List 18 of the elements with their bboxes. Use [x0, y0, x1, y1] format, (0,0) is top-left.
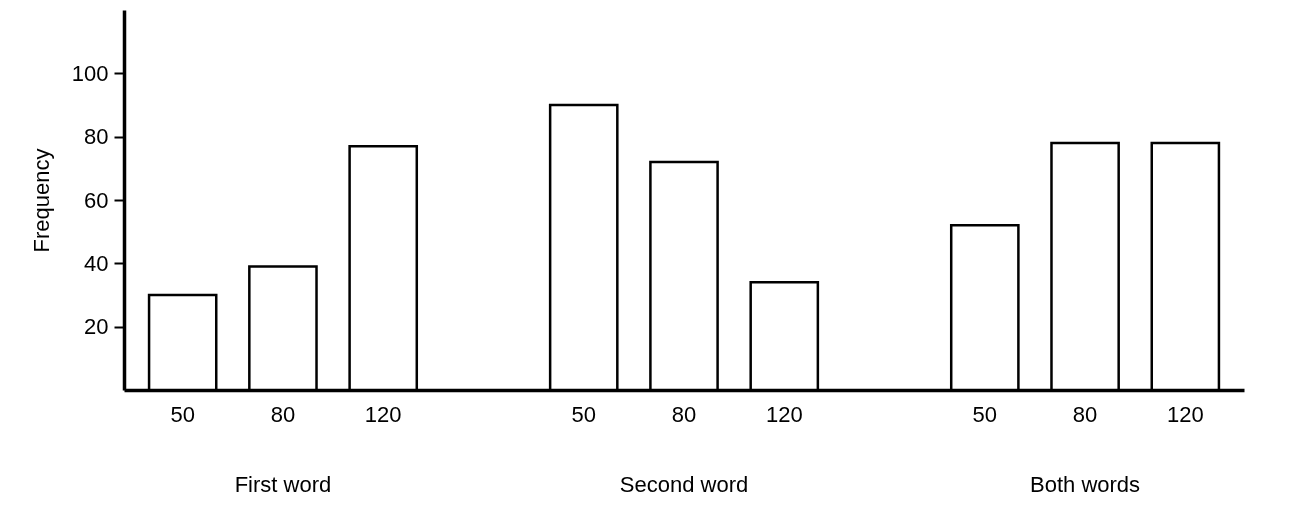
x-tick-label: 120	[765, 401, 803, 427]
text: Second word	[619, 472, 749, 497]
x-tick-label: 80	[1072, 401, 1098, 427]
y-axis-title: Frequency	[28, 148, 54, 253]
y-tick-label: 60	[84, 187, 109, 213]
text: First word	[234, 472, 332, 497]
x-tick-label: 50	[571, 401, 596, 427]
y-tick-label: 100	[71, 60, 109, 86]
x-tick-label: 50	[170, 401, 195, 427]
x-tick-label: 80	[270, 401, 296, 427]
y-tick-label: 80	[84, 124, 109, 150]
x-tick-label: 120	[364, 401, 402, 427]
y-tick-label: 40	[84, 250, 109, 276]
x-tick-label: 50	[972, 401, 998, 427]
x-tick-label: 80	[671, 401, 697, 427]
text: Both words	[1030, 472, 1141, 497]
x-tick-label: 120	[1166, 401, 1204, 427]
y-tick-label: 20	[84, 314, 109, 340]
